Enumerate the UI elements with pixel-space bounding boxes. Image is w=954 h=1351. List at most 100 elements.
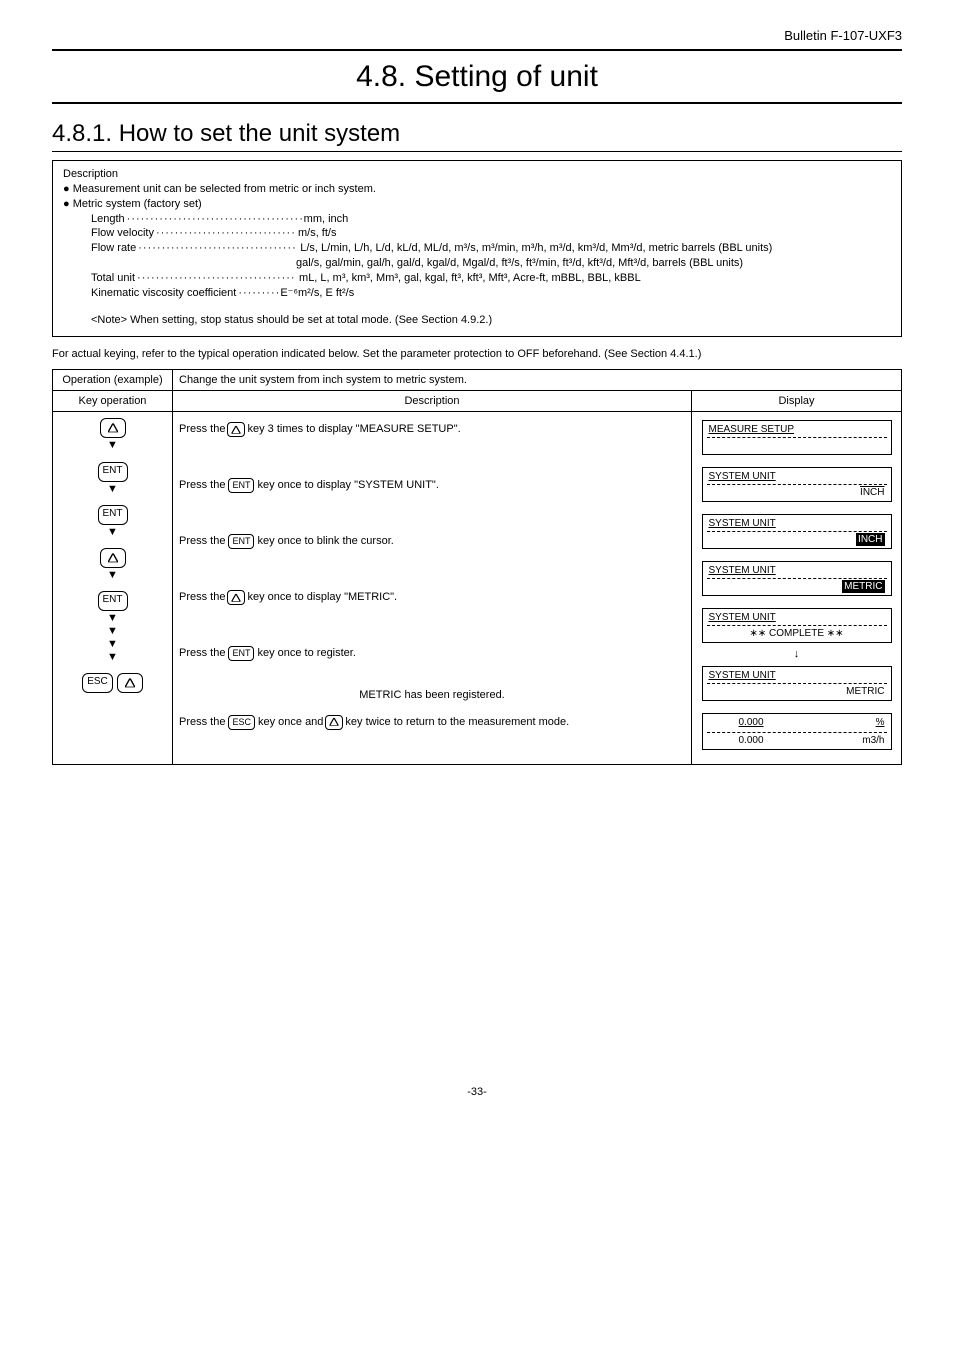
step-2-post: key once to display "SYSTEM UNIT". — [257, 478, 438, 492]
lcd-2-line1: SYSTEM UNIT — [703, 468, 891, 483]
up-triangle-key-icon — [117, 673, 143, 693]
step-7-desc: Press the ESC key once and key twice to … — [179, 715, 685, 735]
step-3-desc: Press the ENT key once to blink the curs… — [179, 534, 685, 574]
lcd-6-line1: SYSTEM UNIT — [703, 667, 891, 682]
lcd-divider — [707, 437, 887, 438]
step-7-mid: key once and — [258, 715, 323, 729]
dot-leader: ········································… — [137, 271, 297, 286]
lcd-display-4: SYSTEM UNIT METRIC — [702, 561, 892, 596]
rule-sub — [52, 151, 902, 152]
step-2-desc: Press the ENT key once to display "SYSTE… — [179, 478, 685, 518]
lcd-4-line2: METRIC — [703, 580, 891, 595]
description-bullet-0: ● Measurement unit can be selected from … — [63, 182, 891, 197]
rule-mid — [52, 102, 902, 104]
step-1-desc: Press the key 3 times to display "MEASUR… — [179, 422, 685, 462]
step-1-post: key 3 times to display "MEASURE SETUP". — [247, 422, 460, 436]
lcd-5-line1: SYSTEM UNIT — [703, 609, 891, 624]
arrow-down-icon: ▼ — [107, 612, 118, 624]
step-3-pre: Press the — [179, 534, 225, 548]
desc-row-total-label: Total unit — [91, 271, 135, 286]
down-arrow-icon: ↓ — [698, 647, 895, 661]
desc-row-length-label: Length — [91, 212, 125, 227]
lcd-7-top-left: 0.000 — [709, 716, 764, 729]
description-bullet-0-text: Measurement unit can be selected from me… — [73, 183, 376, 195]
arrow-down-icon: ▼ — [107, 651, 118, 663]
step-3-post: key once to blink the cursor. — [257, 534, 393, 548]
lcd-7-top-right: % — [876, 716, 885, 729]
dot-leader: ········································… — [138, 241, 298, 256]
lcd-display-1: MEASURE SETUP — [702, 420, 892, 455]
up-triangle-key-icon — [227, 422, 245, 437]
dot-leader: ········································… — [127, 212, 302, 227]
arrow-down-icon: ▼ — [107, 483, 118, 495]
desc-row-viscosity-label: Kinematic viscosity coefficient — [91, 286, 236, 301]
lcd-5-line2: ∗∗ COMPLETE ∗∗ — [703, 627, 891, 642]
arrow-down-icon: ▼ — [107, 439, 118, 451]
step-2-pre: Press the — [179, 478, 225, 492]
key-operation-cell: ▼ ENT ▼ ENT ▼ ▼ ENT ▼ — [53, 412, 173, 764]
description-label: Description — [63, 167, 891, 182]
lcd-4-line2-text: METRIC — [842, 580, 884, 593]
col-header-disp: Display — [692, 391, 902, 412]
up-triangle-key-icon — [227, 590, 245, 605]
lcd-display-3: SYSTEM UNIT INCH — [702, 514, 892, 549]
dot-leader: ········································ — [156, 226, 296, 241]
esc-key-icon: ESC — [228, 715, 255, 730]
lcd-display-5: SYSTEM UNIT ∗∗ COMPLETE ∗∗ — [702, 608, 892, 643]
lcd-7-bot-left: 0.000 — [709, 734, 764, 747]
desc-row-flowrate: Flow rate ······························… — [91, 241, 891, 256]
step-7-pre: Press the — [179, 715, 225, 729]
arrow-down-icon: ▼ — [107, 638, 118, 650]
desc-row-length-value: mm, inch — [304, 212, 349, 227]
bulletin-id: Bulletin F-107-UXF3 — [52, 28, 902, 45]
description-box: Description ● Measurement unit can be se… — [52, 160, 902, 336]
step-1-pre: Press the — [179, 422, 225, 436]
desc-row-total-value: mL, L, m³, km³, Mm³, gal, kgal, ft³, kft… — [299, 271, 641, 286]
desc-row-flowrate-line2: gal/s, gal/min, gal/h, gal/d, kgal/d, Mg… — [91, 256, 891, 271]
arrow-down-icon: ▼ — [107, 526, 118, 538]
ent-key-icon: ENT — [98, 505, 128, 525]
desc-row-viscosity: Kinematic viscosity coefficient ········… — [91, 286, 891, 301]
instruction-line: For actual keying, refer to the typical … — [52, 347, 902, 361]
main-title: 4.8. Setting of unit — [52, 57, 902, 96]
description-cell: Press the key 3 times to display "MEASUR… — [173, 412, 692, 764]
lcd-display-7: 0.000 % 0.000 m3/h — [702, 713, 892, 750]
lcd-4-line1: SYSTEM UNIT — [703, 562, 891, 577]
lcd-7-bot-right: m3/h — [862, 734, 884, 747]
desc-row-total: Total unit ·····························… — [91, 271, 891, 286]
lcd-2-line2: INCH — [703, 486, 891, 501]
lcd-divider — [707, 578, 887, 579]
ent-key-icon: ENT — [98, 591, 128, 611]
lcd-divider — [707, 484, 887, 485]
desc-row-viscosity-value: E⁻⁶m²/s, E ft²/s — [280, 286, 354, 301]
operation-example-text: Change the unit system from inch system … — [173, 369, 902, 390]
lcd-divider — [707, 531, 887, 532]
ent-key-icon: ENT — [228, 646, 254, 661]
description-bullet-1-text: Metric system (factory set) — [73, 198, 202, 210]
lcd-divider — [707, 683, 887, 684]
col-header-desc: Description — [173, 391, 692, 412]
step-4-desc: Press the key once to display "METRIC". — [179, 590, 685, 630]
dot-leader: ········· — [238, 286, 278, 301]
arrow-down-icon: ▼ — [107, 625, 118, 637]
operation-example-header: Operation (example) — [53, 369, 173, 390]
description-bullet-1: ● Metric system (factory set) — [63, 197, 891, 212]
step-5-desc: Press the ENT key once to register. — [179, 646, 685, 672]
step-5-pre: Press the — [179, 646, 225, 660]
lcd-display-6: SYSTEM UNIT METRIC — [702, 666, 892, 701]
description-note: <Note> When setting, stop status should … — [63, 313, 891, 328]
desc-row-velocity-label: Flow velocity — [91, 226, 154, 241]
lcd-6-line2: METRIC — [703, 685, 891, 700]
desc-row-flowrate-label: Flow rate — [91, 241, 136, 256]
lcd-7-line1: 0.000 % — [703, 714, 891, 731]
step-4-pre: Press the — [179, 590, 225, 604]
lcd-7-line2: 0.000 m3/h — [703, 734, 891, 749]
page-number: -33- — [52, 1085, 902, 1099]
display-cell: MEASURE SETUP SYSTEM UNIT INCH SYSTEM UN… — [692, 412, 902, 764]
sub-title: 4.8.1. How to set the unit system — [52, 118, 902, 149]
desc-row-length: Length ·································… — [91, 212, 891, 227]
up-triangle-key-icon — [325, 715, 343, 730]
up-triangle-key-icon — [100, 548, 126, 568]
desc-row-velocity-value: m/s, ft/s — [298, 226, 337, 241]
lcd-3-line2-text: INCH — [856, 533, 884, 546]
